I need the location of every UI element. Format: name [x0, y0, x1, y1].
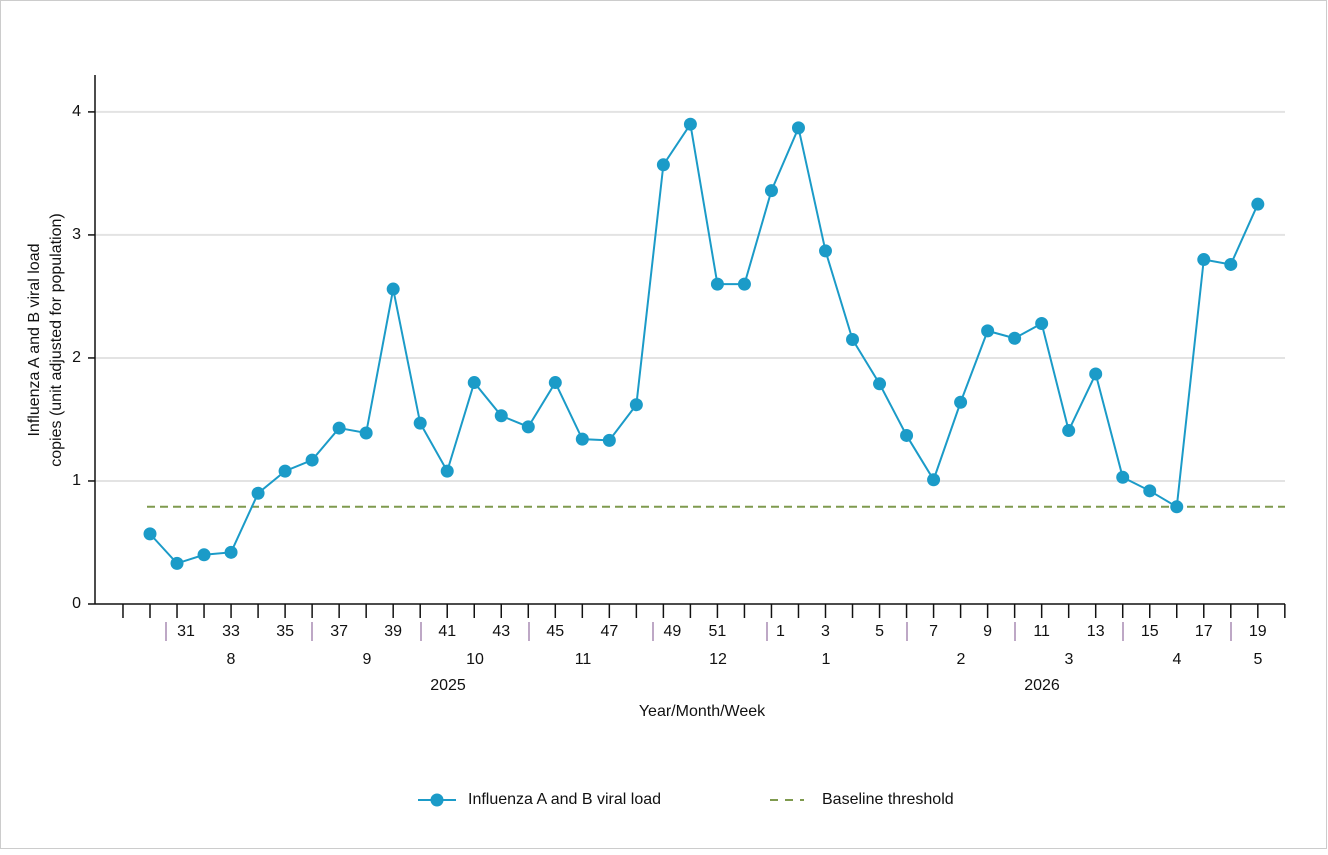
x-tick-label: 35 [276, 623, 294, 640]
month-label: 12 [709, 651, 727, 668]
month-label: 2 [957, 651, 966, 668]
data-point [1170, 500, 1184, 514]
data-point [521, 420, 535, 434]
month-label: 9 [363, 651, 372, 668]
data-point [873, 377, 887, 391]
y-tick-label: 2 [72, 349, 81, 366]
data-point [1008, 331, 1022, 345]
y-tick-label: 0 [72, 595, 81, 612]
data-point [278, 464, 292, 478]
month-label: 10 [466, 651, 484, 668]
data-point [413, 416, 427, 430]
x-tick-label: 5 [875, 623, 884, 640]
y-tick-label: 4 [72, 103, 81, 120]
month-label: 11 [575, 651, 592, 668]
data-point [819, 244, 832, 258]
data-point [1116, 470, 1130, 484]
data-point [305, 453, 319, 467]
x-tick-label: 17 [1195, 623, 1213, 640]
x-tick-label: 13 [1087, 623, 1105, 640]
x-tick-label: 49 [663, 623, 681, 640]
x-tick-label: 33 [222, 623, 240, 640]
legend-label: Baseline threshold [822, 791, 954, 808]
month-label: 5 [1254, 651, 1263, 668]
y-tick-label: 3 [72, 226, 81, 243]
legend-marker [430, 793, 444, 807]
legend-label: Influenza A and B viral load [468, 791, 661, 808]
year-label: 2026 [1024, 677, 1060, 694]
data-point [332, 421, 346, 435]
x-tick-label: 43 [492, 623, 510, 640]
data-point [737, 277, 751, 291]
month-label: 4 [1173, 651, 1182, 668]
data-point [764, 184, 778, 198]
data-point [1062, 424, 1076, 438]
x-tick-label: 15 [1141, 623, 1159, 640]
x-tick-label: 7 [929, 623, 938, 640]
data-point [710, 277, 724, 291]
data-point [359, 426, 373, 440]
x-tick-label: 19 [1249, 623, 1267, 640]
month-label: 1 [822, 651, 831, 668]
x-tick-label: 3 [821, 623, 830, 640]
data-point [386, 282, 400, 296]
data-point [170, 556, 184, 570]
data-point [575, 432, 589, 446]
data-point [1251, 197, 1265, 211]
x-axis-title: Year/Month/Week [639, 703, 766, 720]
data-point [197, 548, 211, 562]
data-point [1143, 484, 1157, 498]
x-tick-label: 47 [600, 623, 618, 640]
x-tick-label: 45 [546, 623, 564, 640]
y-tick-label: 1 [72, 472, 81, 489]
data-point [900, 428, 914, 442]
x-tick-label: 41 [438, 623, 456, 640]
data-point [548, 376, 562, 390]
data-point [251, 486, 265, 500]
data-point [1224, 257, 1238, 271]
data-point [467, 376, 481, 390]
data-point [629, 398, 643, 412]
data-point [602, 433, 616, 447]
data-point [1197, 253, 1211, 267]
x-tick-label: 39 [384, 623, 402, 640]
y-axis-title: copies (unit adjusted for population) [48, 213, 65, 467]
data-point [224, 545, 238, 559]
data-point [1089, 367, 1103, 381]
x-tick-label: 9 [983, 623, 992, 640]
x-tick-label: 51 [709, 623, 727, 640]
data-point [440, 464, 454, 478]
data-point [927, 473, 941, 487]
year-label: 2025 [430, 677, 466, 694]
data-point [1035, 317, 1049, 331]
x-tick-label: 11 [1033, 623, 1050, 640]
y-axis-title: Influenza A and B viral load [26, 243, 43, 436]
data-point [683, 117, 697, 131]
x-tick-label: 1 [776, 623, 785, 640]
data-point [846, 333, 860, 346]
data-point [656, 158, 670, 172]
data-point [954, 395, 968, 409]
x-tick-label: 37 [330, 623, 348, 640]
x-tick-label: 31 [177, 623, 195, 640]
data-point [143, 527, 157, 541]
data-point [494, 409, 508, 423]
month-label: 3 [1065, 651, 1074, 668]
data-point [981, 324, 995, 338]
data-point [791, 121, 805, 135]
month-label: 8 [227, 651, 236, 668]
series-line [149, 121, 1259, 565]
